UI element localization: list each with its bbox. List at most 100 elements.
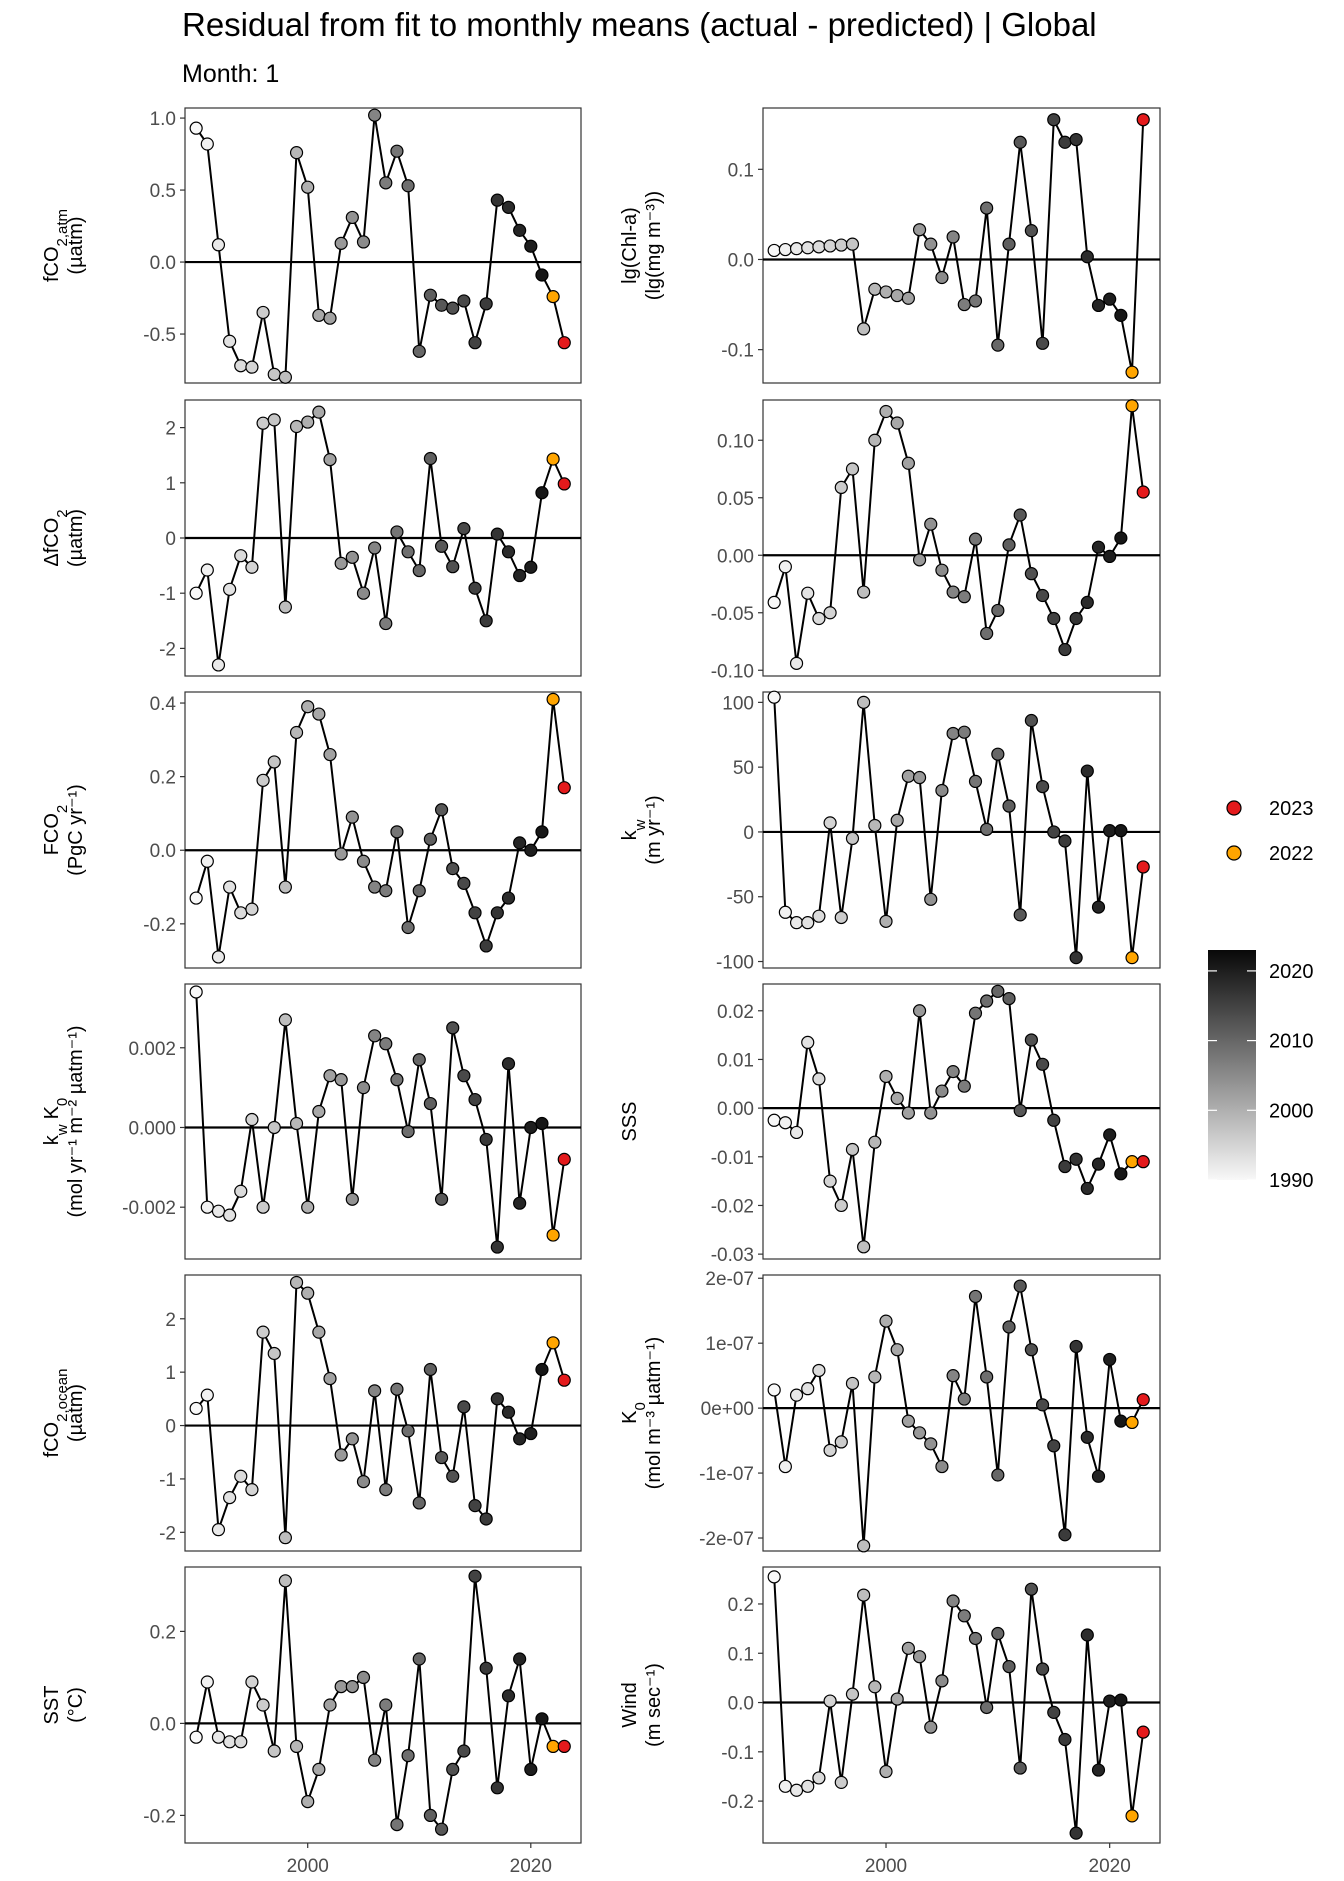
data-point-2022 — [546, 290, 560, 304]
data-point-1993 — [223, 582, 237, 596]
y-tick-label: -1 — [159, 584, 176, 605]
y-tick-label: 0.02 — [717, 1002, 754, 1023]
data-point-2004 — [345, 550, 359, 564]
data-point-2016 — [479, 1661, 493, 1675]
data-point-1994 — [234, 549, 248, 563]
data-point-1992 — [211, 1204, 226, 1218]
data-point-2013 — [446, 560, 460, 574]
data-point-2020 — [1103, 549, 1117, 564]
x-tick-label: 2020 — [510, 1856, 552, 1877]
y-tick-label: 1e-07 — [705, 1334, 754, 1355]
data-point-2022 — [1125, 1809, 1139, 1823]
data-point-2017 — [1069, 611, 1083, 626]
data-point-2022 — [1125, 1155, 1139, 1169]
panel-delta-fco2: -2 -1 0 1 2 ΔfCO2(µatm) — [41, 399, 582, 677]
data-point-1992 — [211, 1523, 226, 1537]
data-point-2023 — [557, 781, 571, 795]
y-tick-label: -1e-07 — [699, 1464, 754, 1485]
data-point-2017 — [490, 1240, 504, 1254]
series-line — [195, 991, 566, 1248]
data-point-1998 — [278, 370, 292, 384]
data-point-2009 — [980, 822, 994, 836]
data-point-1995 — [823, 1174, 837, 1188]
data-point-2003 — [334, 1073, 348, 1087]
data-point-2013 — [1024, 1033, 1038, 1047]
data-point-1995 — [823, 1443, 837, 1457]
data-point-2020 — [524, 1426, 538, 1441]
series-line — [195, 1576, 565, 1832]
data-point-1992 — [789, 1783, 804, 1797]
panel-chl-a: -0.1 0.0 0.1 lg(Chl-a) (lg(mg m⁻³)) — [619, 107, 1161, 384]
data-point-1997 — [845, 1142, 860, 1157]
data-point-2005 — [356, 586, 371, 600]
data-point-2002 — [323, 453, 337, 467]
data-point-2011 — [1002, 1320, 1016, 1334]
y-axis-title-main: fCO2,atm — [41, 209, 71, 282]
data-point-2011 — [1002, 799, 1016, 813]
data-point-2004 — [924, 892, 938, 906]
data-point-2023 — [557, 477, 571, 491]
data-point-1998 — [857, 322, 871, 336]
data-point-2011 — [423, 1362, 438, 1377]
data-point-2014 — [457, 1400, 471, 1414]
data-point-2015 — [468, 1569, 482, 1583]
data-point-2005 — [935, 563, 949, 577]
data-point-1990 — [767, 1383, 781, 1397]
data-point-2017 — [490, 193, 504, 207]
data-point-2022 — [1125, 951, 1139, 965]
data-point-2020 — [524, 1762, 538, 1777]
data-point-2013 — [1024, 1582, 1038, 1596]
y-axis-title: SSS — [619, 1101, 641, 1141]
data-point-1991 — [778, 1459, 792, 1474]
data-point-1994 — [812, 240, 826, 254]
y-tick-label: 0 — [165, 1417, 176, 1438]
data-point-2023 — [1136, 1393, 1150, 1407]
y-axis-title: ΔfCO2(µatm) — [41, 509, 87, 567]
data-point-2004 — [345, 1679, 359, 1694]
data-point-1992 — [789, 1125, 804, 1140]
data-point-2004 — [345, 1192, 359, 1206]
data-point-2021 — [1114, 1693, 1128, 1707]
data-point-2022 — [1125, 399, 1139, 413]
data-point-2016 — [1058, 1732, 1072, 1747]
data-point-2007 — [379, 1483, 393, 1497]
data-point-1999 — [289, 1739, 304, 1754]
data-point-1992 — [211, 658, 226, 672]
data-point-2015 — [468, 581, 482, 595]
data-point-2006 — [946, 230, 960, 244]
y-tick-label: 0.2 — [728, 1595, 754, 1616]
data-point-2014 — [1035, 336, 1050, 350]
y-tick-label: -1 — [159, 1470, 176, 1491]
data-point-1990 — [767, 1570, 781, 1584]
data-point-2014 — [457, 1069, 471, 1083]
data-point-2015 — [1047, 1113, 1061, 1127]
y-axis-title: kwK0(mol yr⁻¹ m⁻² µatm⁻¹) — [41, 1025, 87, 1217]
data-point-1994 — [812, 1771, 826, 1785]
data-point-1993 — [223, 880, 237, 894]
data-point-2004 — [345, 1432, 359, 1446]
colorbar-label-2000: 2000 — [1269, 1100, 1314, 1122]
data-point-2006 — [368, 108, 382, 122]
data-point-1996 — [834, 1775, 848, 1789]
data-point-2002 — [323, 747, 337, 762]
data-point-2021 — [535, 1362, 549, 1377]
y-tick-label: 0.01 — [717, 1050, 754, 1071]
data-point-2022 — [546, 1739, 560, 1754]
data-point-2020 — [1103, 824, 1117, 838]
y-axis-title-unit: (lg(mg m⁻³)) — [643, 191, 665, 300]
data-point-1999 — [868, 433, 882, 447]
data-point-1990 — [189, 586, 203, 600]
data-point-1999 — [289, 1116, 304, 1131]
data-point-2014 — [457, 876, 471, 890]
data-point-2008 — [968, 1289, 983, 1304]
data-point-2010 — [991, 1626, 1005, 1641]
y-tick-label: 2 — [165, 1310, 176, 1331]
y-tick-label: 0.0 — [728, 1694, 754, 1715]
y-axis-title-main: FCO2 — [41, 805, 71, 856]
data-point-2013 — [1024, 713, 1038, 728]
series-line — [195, 115, 566, 379]
data-point-2015 — [1047, 611, 1061, 626]
y-tick-label: -50 — [727, 888, 754, 909]
data-point-2009 — [980, 1700, 994, 1715]
data-point-2000 — [879, 914, 893, 928]
